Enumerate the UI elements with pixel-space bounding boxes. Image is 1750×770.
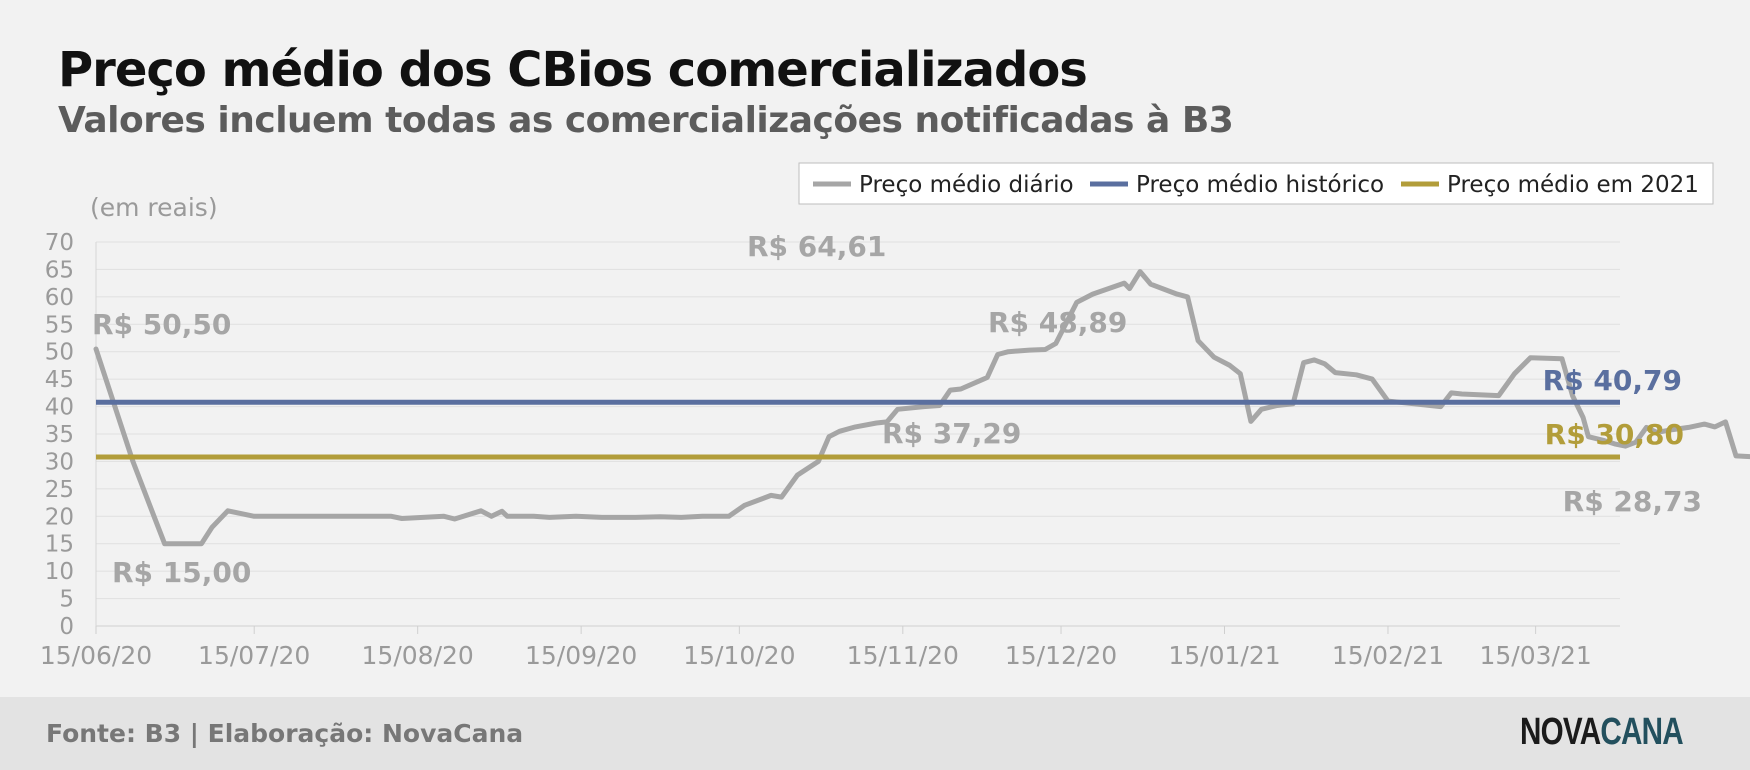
plot-series: [93, 269, 1750, 547]
value-annotation: R$ 30,80: [1545, 418, 1684, 451]
y-tick-label: 5: [59, 587, 74, 613]
x-tick-label: 15/09/20: [525, 641, 637, 670]
value-annotation: R$ 64,61: [747, 230, 886, 263]
x-tick-label: 15/07/20: [198, 641, 310, 670]
daily-price-line: [93, 269, 1750, 547]
y-tick-label: 25: [45, 477, 74, 503]
y-tick-label: 15: [45, 532, 74, 558]
gridlines: [95, 241, 1620, 627]
value-annotation: R$ 15,00: [112, 556, 251, 589]
chart-subtitle: Valores incluem todas as comercializaçõe…: [58, 100, 1234, 141]
logo-word-nova: NOVA: [1520, 711, 1601, 753]
x-tick-label: 15/02/21: [1332, 641, 1444, 670]
chart-title: Preço médio dos CBios comercializados: [58, 42, 1088, 98]
y-tick-label: 10: [45, 559, 74, 585]
value-annotation: R$ 50,50: [92, 308, 231, 341]
x-tick-label: 15/11/20: [847, 641, 959, 670]
value-annotation: R$ 40,79: [1543, 364, 1682, 397]
unit-label: (em reais): [90, 193, 218, 222]
y-tick-label: 40: [45, 395, 74, 421]
legend-label: Preço médio diário: [859, 172, 1074, 198]
x-tick-label: 15/08/20: [362, 641, 474, 670]
value-annotation: R$ 48,89: [988, 306, 1127, 339]
legend-items: Preço médio diário Preço médio histórico P…: [813, 172, 1699, 198]
y-tick-label: 45: [45, 367, 74, 393]
x-tick-label: 15/12/20: [1005, 641, 1117, 670]
value-annotations: R$ 50,50 R$ 15,00 R$ 64,61 R$ 37,29 R$ 48,89…: [92, 230, 1702, 589]
legend-label: Preço médio histórico: [1136, 172, 1384, 198]
x-tick-label: 15/10/20: [683, 641, 795, 670]
y-tick-label: 65: [45, 257, 74, 283]
legend-label: Preço médio em 2021: [1447, 172, 1699, 198]
novacana-logo: NOVACANA: [1520, 711, 1684, 754]
legend: Preço médio diário Preço médio histórico P…: [798, 162, 1714, 205]
y-tick-label: 35: [45, 422, 74, 448]
y-tick-label: 60: [45, 285, 74, 311]
legend-box: [798, 162, 1714, 205]
y-tick-label: 0: [59, 614, 74, 640]
footer: Fonte: B3 | Elaboração: NovaCana NOVACAN…: [0, 697, 1750, 770]
value-annotation: R$ 37,29: [882, 417, 1021, 450]
y-tick-label: 50: [45, 340, 74, 366]
y-tick-label: 70: [45, 230, 74, 256]
x-tick-label: 15/03/21: [1479, 641, 1591, 670]
y-tick-label: 30: [45, 449, 74, 475]
source-credit: Fonte: B3 | Elaboração: NovaCana: [46, 719, 524, 748]
value-annotation: R$ 28,73: [1563, 485, 1702, 518]
x-axis-ticks: 15/06/20 15/07/20 15/08/20 15/09/20 15/10/20…: [40, 626, 1592, 670]
logo-word-cana: CANA: [1600, 711, 1683, 753]
x-tick-label: 15/06/20: [40, 641, 152, 670]
x-tick-label: 15/01/21: [1168, 641, 1280, 670]
y-tick-label: 55: [45, 312, 74, 338]
y-tick-label: 20: [45, 504, 74, 530]
